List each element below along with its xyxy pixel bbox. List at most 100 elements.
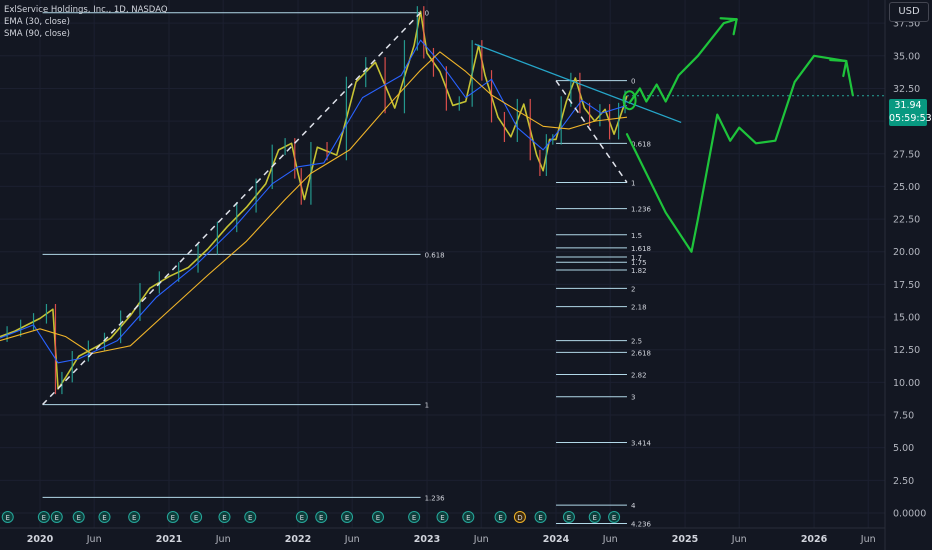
earnings-marker[interactable]: E <box>462 511 475 523</box>
earnings-marker[interactable]: E <box>608 511 621 523</box>
drawing-layer[interactable] <box>42 12 854 406</box>
earnings-marker-label: E <box>248 514 252 522</box>
earnings-marker-icon <box>341 511 354 523</box>
earnings-marker-label: E <box>194 514 198 522</box>
fib-ext-label: 1.82 <box>631 267 647 275</box>
y-tick-label: 37.50 <box>893 19 920 30</box>
fibonacci-retracement[interactable]: 0 0.618 1 1.236 <box>42 10 446 503</box>
x-tick-label: 2026 <box>801 534 828 545</box>
dividend-marker[interactable]: D <box>513 511 526 523</box>
earnings-marker[interactable]: E <box>494 511 507 523</box>
fib-level-label: 0.618 <box>425 251 445 259</box>
earnings-marker[interactable]: E <box>50 511 63 523</box>
earnings-marker-label: E <box>538 514 542 522</box>
earnings-marker-icon <box>244 511 257 523</box>
x-tick-label: 2023 <box>414 534 440 545</box>
earnings-marker-icon <box>608 511 621 523</box>
sma-line <box>0 51 628 355</box>
fib-ext-label: 0 <box>631 78 635 86</box>
earnings-marker[interactable]: E <box>562 511 575 523</box>
current-price-circle[interactable] <box>622 90 637 111</box>
earnings-marker-icon <box>1 511 14 523</box>
fib-ext-label: 1.7 <box>631 254 642 262</box>
projection-path-2[interactable] <box>625 54 854 253</box>
x-tick-label: 2025 <box>672 534 698 545</box>
fib-ext-label: 3.414 <box>631 439 652 447</box>
event-markers[interactable]: E E E E E E E E E E E E E E E E E E E E E ED <box>1 511 621 523</box>
earnings-marker-label: E <box>6 514 10 522</box>
earnings-marker-label: E <box>300 514 304 522</box>
earnings-marker-label: E <box>132 514 136 522</box>
fib-ext-label: 2.82 <box>631 372 647 380</box>
earnings-marker-icon <box>190 511 203 523</box>
earnings-marker[interactable]: E <box>218 511 231 523</box>
projection-path-1[interactable] <box>628 18 738 104</box>
earnings-marker-label: E <box>612 514 616 522</box>
fib-ext-label: 1 <box>631 180 635 188</box>
sma-legend[interactable]: SMA (90, close) <box>4 29 70 39</box>
earnings-marker-icon <box>72 511 85 523</box>
projection-arrowhead-1[interactable] <box>719 17 738 36</box>
earnings-marker[interactable]: E <box>37 511 50 523</box>
fib-level-label: 1 <box>425 402 429 410</box>
earnings-marker[interactable]: E <box>315 511 328 523</box>
earnings-marker[interactable]: E <box>534 511 547 523</box>
y-tick-label: 0.0000 <box>893 509 926 520</box>
fib-ext-label: 1.236 <box>631 206 652 214</box>
y-tick-label: 5.00 <box>893 443 914 454</box>
fib-ext-label: 2.18 <box>631 304 647 312</box>
x-tick-label: Jun <box>215 534 231 545</box>
earnings-marker-label: E <box>498 514 502 522</box>
earnings-marker-icon <box>98 511 111 523</box>
dashed-swing-line[interactable] <box>555 80 628 183</box>
earnings-marker-label: E <box>345 514 349 522</box>
earnings-marker[interactable]: E <box>244 511 257 523</box>
dividend-marker-icon <box>513 511 526 523</box>
earnings-marker[interactable]: E <box>166 511 179 523</box>
currency-button[interactable]: USD <box>889 2 929 22</box>
chart-grid <box>0 0 885 528</box>
earnings-marker[interactable]: E <box>588 511 601 523</box>
earnings-marker[interactable]: E <box>371 511 384 523</box>
earnings-marker-icon <box>494 511 507 523</box>
earnings-marker-icon <box>371 511 384 523</box>
earnings-marker[interactable]: E <box>436 511 449 523</box>
projection-arrowhead-2[interactable] <box>829 58 848 78</box>
earnings-marker[interactable]: E <box>1 511 14 523</box>
earnings-marker-label: E <box>440 514 444 522</box>
dashed-swing-line[interactable] <box>42 12 422 406</box>
earnings-marker-icon <box>128 511 141 523</box>
fib-ext-label: 2.5 <box>631 338 642 346</box>
earnings-marker-icon <box>218 511 231 523</box>
earnings-marker-label: E <box>412 514 416 522</box>
earnings-marker[interactable]: E <box>72 511 85 523</box>
earnings-marker[interactable]: E <box>98 511 111 523</box>
y-tick-label: 25.00 <box>893 182 920 193</box>
time-axis[interactable]: 2020 Jun 2021 Jun 2022 Jun 2023 Jun 2024 Jun 2025 J… <box>27 534 876 545</box>
earnings-marker-label: E <box>376 514 380 522</box>
earnings-marker[interactable]: E <box>128 511 141 523</box>
x-tick-label: Jun <box>731 534 747 545</box>
earnings-marker[interactable]: E <box>190 511 203 523</box>
fib-level-label: 0 <box>425 10 429 18</box>
fib-ext-label: 4.236 <box>631 520 652 528</box>
earnings-marker-icon <box>462 511 475 523</box>
earnings-marker-label: E <box>171 514 175 522</box>
fib-ext-label: 2 <box>631 285 635 293</box>
fib-ext-label: 1.5 <box>631 232 642 240</box>
earnings-marker[interactable]: E <box>408 511 421 523</box>
earnings-marker[interactable]: E <box>341 511 354 523</box>
earnings-marker-label: E <box>466 514 470 522</box>
fib-ext-label: 1.75 <box>631 259 647 267</box>
earnings-marker-icon <box>436 511 449 523</box>
bar-countdown: 05:59:53 <box>889 113 932 124</box>
earnings-marker-icon <box>534 511 547 523</box>
descending-trendline[interactable] <box>474 43 682 124</box>
fib-ext-label: 3 <box>631 394 635 402</box>
ema-legend[interactable]: EMA (30, close) <box>4 17 70 27</box>
x-tick-label: Jun <box>860 534 876 545</box>
earnings-marker[interactable]: E <box>295 511 308 523</box>
